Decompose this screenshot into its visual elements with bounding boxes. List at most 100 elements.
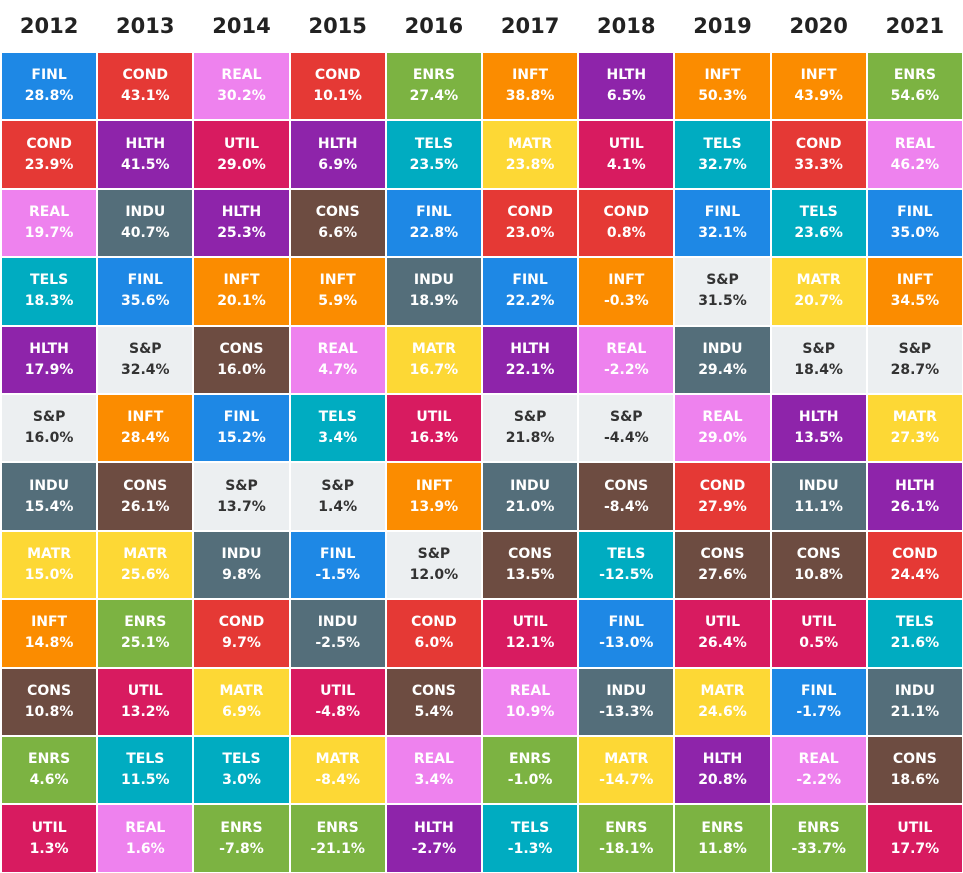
cell-2015-rank-9: INDU -2.5% xyxy=(289,599,386,668)
cell-2015-rank-10: UTIL -4.8% xyxy=(289,667,386,736)
sector-label: INDU xyxy=(606,682,647,699)
sector-label: INDU xyxy=(894,682,935,699)
return-value: 9.8% xyxy=(222,566,261,583)
return-value: 14.8% xyxy=(24,635,74,652)
return-value: 1.4% xyxy=(318,498,358,515)
cell-2019-rank-12: ENRS 11.8% xyxy=(674,804,771,873)
sector-label: ENRS xyxy=(220,819,263,836)
sector-label: CONS xyxy=(796,545,841,562)
sector-label: REAL xyxy=(29,203,70,220)
sector-label: MATR xyxy=(508,135,553,152)
return-value: 23.8% xyxy=(505,156,555,173)
cell-2013-rank-8: MATR 25.6% xyxy=(97,530,194,600)
sector-label: INFT xyxy=(704,67,741,84)
sector-label: UTIL xyxy=(608,135,644,152)
return-value: 13.5% xyxy=(505,566,555,583)
return-value: 13.5% xyxy=(794,430,843,447)
cell-2016-rank-2: TELS 23.5% xyxy=(385,120,482,189)
return-value: 50.3% xyxy=(698,88,747,105)
return-value: -2.7% xyxy=(411,840,457,857)
cell-2014-rank-11: TELS 3.0% xyxy=(193,736,290,805)
cell-2015-rank-4: INFT 5.9% xyxy=(289,257,386,326)
cell-2016-rank-4: INDU 18.9% xyxy=(385,257,482,326)
sector-label: UTIL xyxy=(801,614,837,631)
return-value: 18.6% xyxy=(890,772,940,789)
cell-2016-rank-6: UTIL 16.3% xyxy=(385,394,482,463)
return-value: 22.2% xyxy=(505,293,555,310)
return-value: 6.6% xyxy=(318,224,358,241)
sector-label: ENRS xyxy=(893,67,936,84)
return-value: 29.0% xyxy=(698,430,747,447)
sector-label: ENRS xyxy=(701,819,744,836)
return-value: 18.3% xyxy=(24,293,74,310)
cell-2016-rank-8: S&P 12.0% xyxy=(385,530,482,600)
cell-2013-rank-2: HLTH 41.5% xyxy=(97,120,194,189)
cell-2019-rank-10: MATR 24.6% xyxy=(674,667,771,736)
cell-2014-rank-5: CONS 16.0% xyxy=(193,325,290,394)
cell-2017-rank-3: COND 23.0% xyxy=(482,188,579,258)
sector-label: CONS xyxy=(315,203,360,220)
cell-2020-rank-2: COND 33.3% xyxy=(770,120,867,189)
sector-label: COND xyxy=(699,477,746,494)
sector-label: S&P xyxy=(513,409,547,426)
cell-2021-rank-6: MATR 27.3% xyxy=(866,394,963,463)
sector-label: TELS xyxy=(511,819,550,836)
year-header-2015: 2015 xyxy=(308,14,367,38)
cell-2018-rank-11: MATR -14.7% xyxy=(578,736,675,805)
return-value: 29.4% xyxy=(698,361,747,378)
cell-2013-rank-9: ENRS 25.1% xyxy=(97,599,194,668)
cell-2020-rank-8: CONS 10.8% xyxy=(770,530,867,600)
cell-2020-rank-3: TELS 23.6% xyxy=(770,188,867,258)
cell-2014-rank-12: ENRS -7.8% xyxy=(193,804,290,873)
return-value: 25.3% xyxy=(217,224,266,241)
sector-label: HLTH xyxy=(317,135,358,152)
return-value: 15.0% xyxy=(24,566,74,583)
return-value: 33.3% xyxy=(794,156,843,173)
sector-label: TELS xyxy=(895,614,934,631)
return-value: 21.1% xyxy=(890,703,940,720)
return-value: 12.0% xyxy=(409,566,459,583)
sector-label: FINL xyxy=(512,272,548,289)
cell-2019-rank-5: INDU 29.4% xyxy=(674,325,771,394)
cell-2013-rank-10: UTIL 13.2% xyxy=(97,667,194,736)
cell-2019-rank-4: S&P 31.5% xyxy=(674,257,771,326)
sector-label: HLTH xyxy=(702,751,743,768)
sector-label: UTIL xyxy=(127,682,163,699)
cell-2014-rank-8: INDU 9.8% xyxy=(193,530,290,600)
sector-label: FINL xyxy=(800,682,837,699)
return-value: 38.8% xyxy=(505,88,555,105)
cell-2012-rank-8: MATR 15.0% xyxy=(1,530,98,600)
return-value: 16.7% xyxy=(409,361,459,378)
cell-2018-rank-3: COND 0.8% xyxy=(578,188,675,258)
return-value: 25.6% xyxy=(120,566,170,583)
sector-label: INFT xyxy=(512,67,549,84)
year-header-2020: 2020 xyxy=(789,14,848,38)
cell-2016-rank-1: ENRS 27.4% xyxy=(385,52,482,121)
sector-label: TELS xyxy=(126,751,165,768)
cell-2013-rank-5: S&P 32.4% xyxy=(97,325,194,394)
sector-label: INDU xyxy=(221,545,262,562)
sector-label: TELS xyxy=(607,545,646,562)
cell-2014-rank-7: S&P 13.7% xyxy=(193,462,290,531)
sector-label: TELS xyxy=(318,409,357,426)
sector-label: HLTH xyxy=(29,340,69,357)
sector-label: UTIL xyxy=(320,682,356,699)
return-value: 28.8% xyxy=(24,88,74,105)
return-value: 10.8% xyxy=(794,566,843,583)
cell-2012-rank-7: INDU 15.4% xyxy=(1,462,98,531)
return-value: 10.1% xyxy=(313,88,362,105)
return-value: 27.9% xyxy=(698,498,747,515)
cell-2020-rank-4: MATR 20.7% xyxy=(770,257,867,326)
cell-2012-rank-10: CONS 10.8% xyxy=(1,667,98,736)
return-value: -2.2% xyxy=(603,361,649,378)
cell-2017-rank-5: HLTH 22.1% xyxy=(482,325,579,394)
sector-label: COND xyxy=(795,135,842,152)
sector-label: CONS xyxy=(219,340,264,357)
return-value: 12.1% xyxy=(505,635,555,652)
return-value: 43.1% xyxy=(120,88,170,105)
cell-2019-rank-1: INFT 50.3% xyxy=(674,52,771,121)
cell-2021-rank-12: UTIL 17.7% xyxy=(866,804,963,873)
cell-2014-rank-4: INFT 20.1% xyxy=(193,257,290,326)
sector-label: REAL xyxy=(317,340,358,357)
return-value: 11.5% xyxy=(120,772,170,789)
